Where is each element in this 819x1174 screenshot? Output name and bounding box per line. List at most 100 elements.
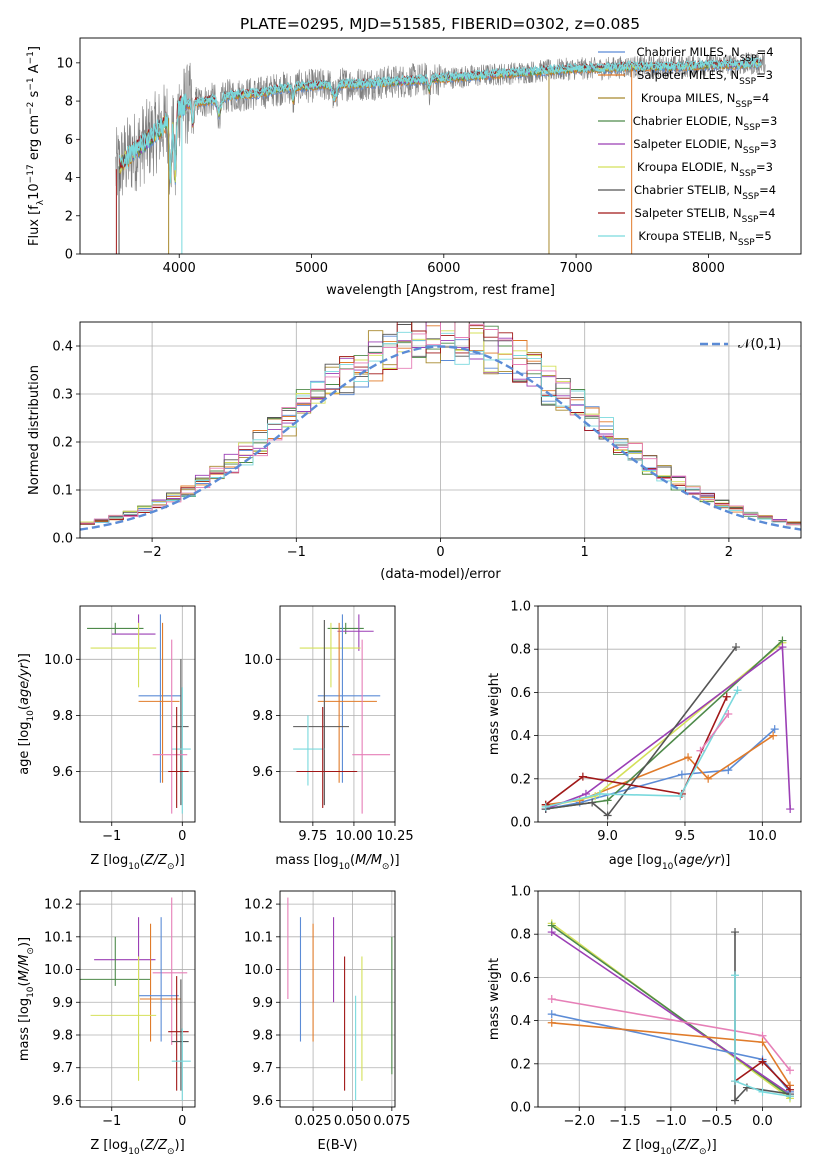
x-axis-label-weight_vs_age-part: age [log xyxy=(609,853,662,868)
x-tick-label: 0.0 xyxy=(752,1114,773,1129)
series-marker-chabrier_miles xyxy=(677,770,686,779)
series-marker-salpeter_miles xyxy=(758,1038,767,1047)
x-axis-label-weight_vs_Z: Z [log10(Z/Z⊙)] xyxy=(622,1138,716,1157)
x-tick-label: −1 xyxy=(102,829,121,844)
series-marker-salpeter_stelib xyxy=(758,1057,767,1066)
x-axis-label-weight_vs_age-part: ( xyxy=(673,853,678,868)
legend-label-chabrier_stelib-part: Chabrier STELIB, N xyxy=(634,183,742,197)
y-axis-label-spectrum-part: −17 xyxy=(26,164,36,183)
series-marker-chabrier_miles xyxy=(724,766,733,775)
y-axis-label-mass_vs_Z-part: ⊙ xyxy=(26,947,36,955)
x-axis-label-mass_vs_Z-part: Z [log xyxy=(90,1138,128,1153)
x-axis-label-age_vs_Z-part: )] xyxy=(175,853,185,868)
legend-label-kroupa_miles: Kroupa MILES, NSSP=4 xyxy=(641,91,769,110)
plot-age_vs_mass xyxy=(293,614,391,814)
legend-label-kroupa_miles-part: SSP xyxy=(735,100,752,110)
x-axis-label-age_vs_Z-part: Z/Z xyxy=(144,853,168,868)
series-marker-chabrier_stelib xyxy=(588,798,597,807)
y-axis-label-residuals-part: Normed distribution xyxy=(27,365,42,495)
x-axis-label-mass_vs_ebv: E(B-V) xyxy=(317,1138,357,1153)
y-axis-label-mass_vs_Z-part: ( xyxy=(17,981,32,986)
y-tick-label: 0.0 xyxy=(510,816,531,831)
plot-weight_vs_age xyxy=(541,636,795,820)
plot-weight_vs_Z xyxy=(547,919,795,1105)
y-tick-label: 0.0 xyxy=(52,532,73,547)
legend-label-chabrier_elodie-part: =3 xyxy=(760,114,777,128)
legend-label-chabrier_stelib-part: SSP xyxy=(742,192,759,202)
legend-label-kroupa_stelib-part: =5 xyxy=(755,229,772,243)
axes-age_vs_Z: −1 09.69.810.0Z [log10(Z/Z⊙)]age [log10(a… xyxy=(17,605,196,872)
x-axis-label-weight_vs_Z-part: ( xyxy=(672,1138,677,1153)
x-axis-label-weight_vs_Z-part: )] xyxy=(707,1138,717,1153)
series-marker-pink xyxy=(786,1066,795,1075)
legend-label-salpeter_miles: Salpeter MILES, NSSP=3 xyxy=(637,68,773,87)
y-tick-label: 8 xyxy=(65,95,73,110)
legend-label-kroupa_stelib: Kroupa STELIB, NSSP=5 xyxy=(638,229,771,248)
y-axis-label-mass_vs_Z: mass [log10(M/M⊙)] xyxy=(17,937,36,1061)
model-line-kroupa-stelib-overlay xyxy=(125,58,762,180)
series-marker-chabrier_stelib xyxy=(731,1096,740,1105)
x-axis-label-mass_vs_Z-part: Z/Z xyxy=(144,1138,168,1153)
y-axis-label-spectrum-part: −1 xyxy=(26,77,36,90)
y-tick-label: 10.2 xyxy=(44,898,73,913)
y-tick-label: 10.0 xyxy=(44,653,73,668)
series-marker-kroupa_stelib xyxy=(733,686,742,695)
legend-label-chabrier_stelib-part: =4 xyxy=(759,183,776,197)
x-tick-label: −2 xyxy=(143,545,162,560)
y-tick-label: 1.0 xyxy=(510,600,531,615)
y-tick-label: 10.1 xyxy=(244,930,273,945)
y-tick-label: 0.6 xyxy=(510,686,531,701)
y-tick-label: 9.8 xyxy=(52,1029,73,1044)
y-tick-label: 10.0 xyxy=(244,653,273,668)
series-marker-salpeter_stelib xyxy=(578,772,587,781)
y-axis-label-weight_vs_age: mass weight xyxy=(487,673,502,755)
series-marker-salpeter_elodie xyxy=(786,805,795,814)
x-tick-label: −1.0 xyxy=(655,1114,687,1129)
x-axis-label-weight_vs_age-part: )] xyxy=(720,853,730,868)
legend-label-kroupa_elodie-part: SSP xyxy=(739,169,756,179)
axes-frame-mass_vs_ebv xyxy=(279,890,396,1108)
y-tick-label: 9.8 xyxy=(252,709,273,724)
normal-curve xyxy=(80,345,801,531)
x-axis-label-mass_vs_Z-part: ( xyxy=(140,1138,145,1153)
x-axis-label-age_vs_mass-part: ⊙ xyxy=(382,862,390,872)
y-tick-label: 0.4 xyxy=(510,729,531,744)
x-axis-label-weight_vs_age-part: age/yr xyxy=(678,853,721,868)
x-tick-label: −1 xyxy=(102,1114,121,1129)
y-axis-label-age_vs_Z-part: 10 xyxy=(26,710,36,722)
series-marker-kroupa_stelib xyxy=(758,1087,767,1096)
legend-label-kroupa_miles-part: =4 xyxy=(752,91,769,105)
x-axis-label-weight_vs_age: age [log10(age/yr)] xyxy=(609,853,731,872)
series-marker-chabrier_miles xyxy=(547,1010,556,1019)
series-marker-kroupa_stelib xyxy=(595,789,604,798)
legend-label-salpeter_stelib-part: SSP xyxy=(742,215,759,225)
legend-label-salpeter_stelib-part: Salpeter STELIB, N xyxy=(635,206,742,220)
legend-label-kroupa_elodie-part: Kroupa ELODIE, N xyxy=(637,160,739,174)
y-axis-label-age_vs_Z-part: age [log xyxy=(17,722,32,775)
y-tick-label: 0.4 xyxy=(52,340,73,355)
legend-label-kroupa_stelib-part: SSP xyxy=(738,238,755,248)
y-tick-label: 0.8 xyxy=(510,643,531,658)
x-axis-label-mass_vs_Z-part: 10 xyxy=(128,1147,140,1157)
x-tick-label: 2 xyxy=(725,545,733,560)
y-tick-label: 6 xyxy=(65,133,73,148)
y-tick-label: 2 xyxy=(65,209,73,224)
legend-label-kroupa_elodie-part: =3 xyxy=(756,160,773,174)
x-axis-label-mass_vs_Z-part: )] xyxy=(175,1138,185,1153)
legend-label-salpeter_elodie-part: SSP xyxy=(743,146,760,156)
x-axis-label-age_vs_mass-part: 10 xyxy=(339,862,351,872)
y-tick-label: 10.1 xyxy=(44,930,73,945)
series-marker-chabrier_stelib xyxy=(603,811,612,820)
x-axis-label-spectrum: wavelength [Angstrom, rest frame] xyxy=(326,283,555,298)
series-marker-pink xyxy=(696,746,705,755)
y-axis-label-spectrum-part: −2 xyxy=(26,102,36,115)
x-axis-label-age_vs_Z-part: 10 xyxy=(128,862,140,872)
series-marker-salpeter_miles xyxy=(704,774,713,783)
series-marker-salpeter_elodie xyxy=(778,643,787,652)
grid-mass_vs_Z xyxy=(80,891,195,1107)
x-axis-label-residuals: (data-model)/error xyxy=(380,567,501,582)
x-tick-label: 4000 xyxy=(163,261,196,276)
legend-label-chabrier_miles-part: SSP xyxy=(740,54,757,64)
x-tick-label: 10.00 xyxy=(335,829,372,844)
series-marker-salpeter_miles xyxy=(769,731,778,740)
